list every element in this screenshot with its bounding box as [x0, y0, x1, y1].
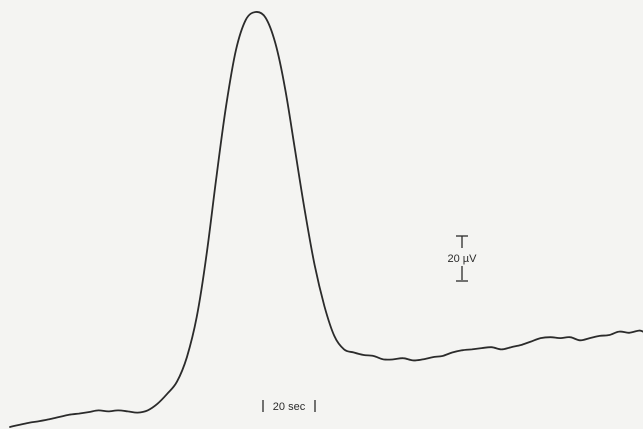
signal-trace	[9, 11, 643, 428]
voltage-scale-label: 20 µV	[448, 253, 478, 265]
time-scale-bar: 20 sec	[262, 400, 316, 413]
time-scale-label: 20 sec	[273, 401, 306, 413]
voltage-scale-bar: 20 µV	[448, 235, 478, 282]
